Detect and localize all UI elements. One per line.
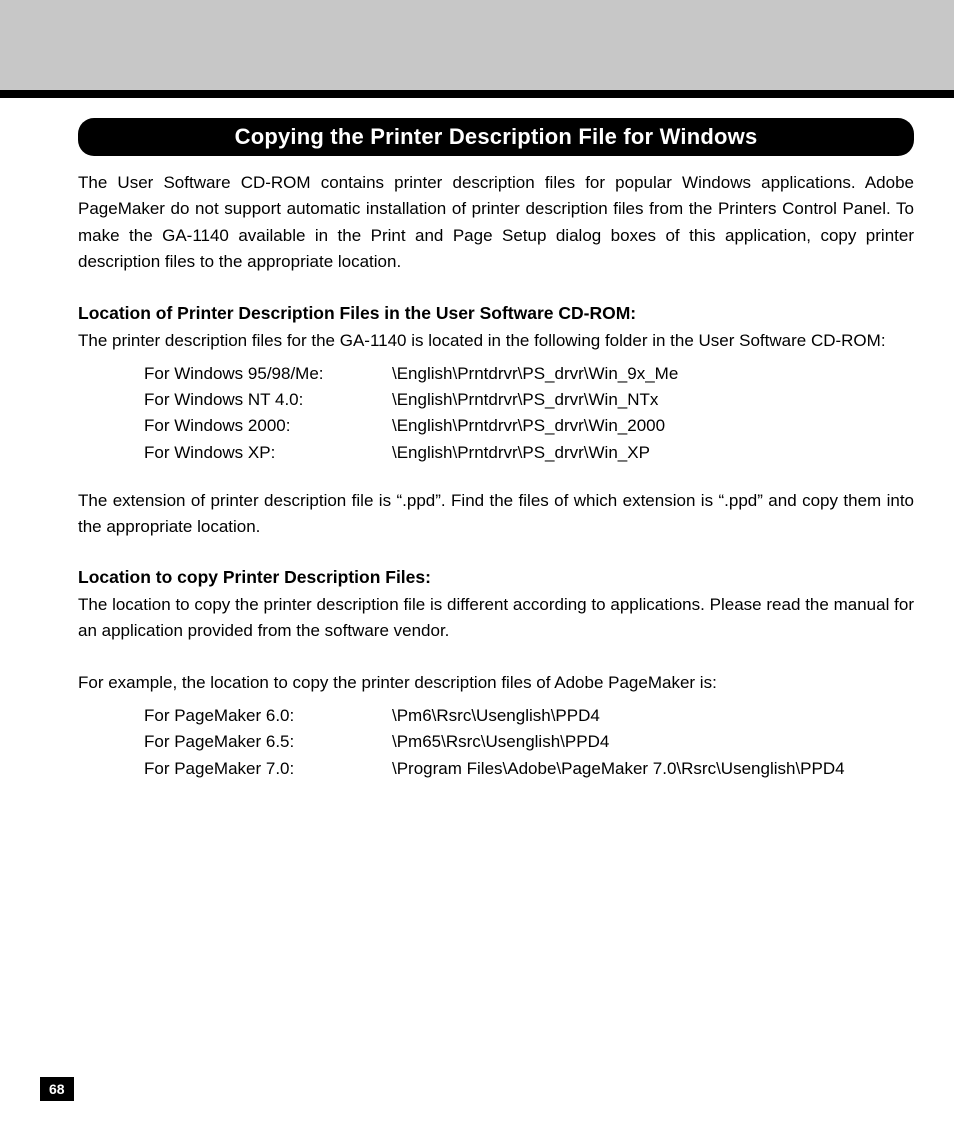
table-row: For Windows NT 4.0: \English\Prntdrvr\PS…	[144, 387, 914, 413]
table-row: For PageMaker 7.0: \Program Files\Adobe\…	[144, 756, 914, 782]
app-label: For PageMaker 6.5:	[144, 729, 392, 755]
section1-heading: Location of Printer Description Files in…	[78, 303, 914, 324]
table-row: For Windows XP: \English\Prntdrvr\PS_drv…	[144, 440, 914, 466]
header-band	[0, 0, 954, 98]
section2-path-table: For PageMaker 6.0: \Pm6\Rsrc\Usenglish\P…	[144, 703, 914, 782]
os-label: For Windows XP:	[144, 440, 392, 466]
table-row: For PageMaker 6.0: \Pm6\Rsrc\Usenglish\P…	[144, 703, 914, 729]
path-value: \English\Prntdrvr\PS_drvr\Win_2000	[392, 413, 914, 439]
path-value: \English\Prntdrvr\PS_drvr\Win_9x_Me	[392, 361, 914, 387]
table-row: For PageMaker 6.5: \Pm65\Rsrc\Usenglish\…	[144, 729, 914, 755]
section2-example: For example, the location to copy the pr…	[78, 670, 914, 696]
content-area: Copying the Printer Description File for…	[0, 98, 954, 782]
intro-paragraph: The User Software CD-ROM contains printe…	[78, 170, 914, 275]
table-row: For Windows 2000: \English\Prntdrvr\PS_d…	[144, 413, 914, 439]
section1-tail: The extension of printer description fil…	[78, 488, 914, 541]
section1-lead: The printer description files for the GA…	[78, 328, 914, 354]
os-label: For Windows 95/98/Me:	[144, 361, 392, 387]
page-title: Copying the Printer Description File for…	[78, 118, 914, 156]
section1-path-table: For Windows 95/98/Me: \English\Prntdrvr\…	[144, 361, 914, 466]
path-value: \Program Files\Adobe\PageMaker 7.0\Rsrc\…	[392, 756, 914, 782]
page: Copying the Printer Description File for…	[0, 0, 954, 1145]
os-label: For Windows 2000:	[144, 413, 392, 439]
path-value: \English\Prntdrvr\PS_drvr\Win_XP	[392, 440, 914, 466]
table-row: For Windows 95/98/Me: \English\Prntdrvr\…	[144, 361, 914, 387]
page-number-badge: 68	[40, 1077, 74, 1101]
path-value: \English\Prntdrvr\PS_drvr\Win_NTx	[392, 387, 914, 413]
app-label: For PageMaker 7.0:	[144, 756, 392, 782]
section2-heading: Location to copy Printer Description Fil…	[78, 567, 914, 588]
path-value: \Pm65\Rsrc\Usenglish\PPD4	[392, 729, 914, 755]
os-label: For Windows NT 4.0:	[144, 387, 392, 413]
path-value: \Pm6\Rsrc\Usenglish\PPD4	[392, 703, 914, 729]
app-label: For PageMaker 6.0:	[144, 703, 392, 729]
section2-lead: The location to copy the printer descrip…	[78, 592, 914, 645]
